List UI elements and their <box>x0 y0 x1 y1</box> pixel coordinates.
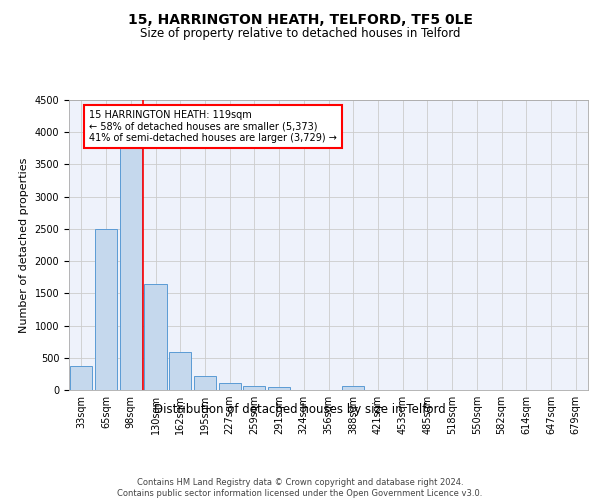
Bar <box>218 383 241 390</box>
Bar <box>194 376 216 390</box>
Text: Size of property relative to detached houses in Telford: Size of property relative to detached ho… <box>140 28 460 40</box>
Bar <box>145 284 167 390</box>
Bar <box>95 229 117 390</box>
Y-axis label: Number of detached properties: Number of detached properties <box>19 158 29 332</box>
Bar <box>70 366 92 390</box>
Bar <box>243 386 265 390</box>
Text: Distribution of detached houses by size in Telford: Distribution of detached houses by size … <box>154 402 446 415</box>
Bar <box>342 386 364 390</box>
Text: 15, HARRINGTON HEATH, TELFORD, TF5 0LE: 15, HARRINGTON HEATH, TELFORD, TF5 0LE <box>128 12 473 26</box>
Text: Contains HM Land Registry data © Crown copyright and database right 2024.
Contai: Contains HM Land Registry data © Crown c… <box>118 478 482 498</box>
Bar <box>268 388 290 390</box>
Text: 15 HARRINGTON HEATH: 119sqm
← 58% of detached houses are smaller (5,373)
41% of : 15 HARRINGTON HEATH: 119sqm ← 58% of det… <box>89 110 337 143</box>
Bar <box>119 148 142 390</box>
Bar <box>169 352 191 390</box>
